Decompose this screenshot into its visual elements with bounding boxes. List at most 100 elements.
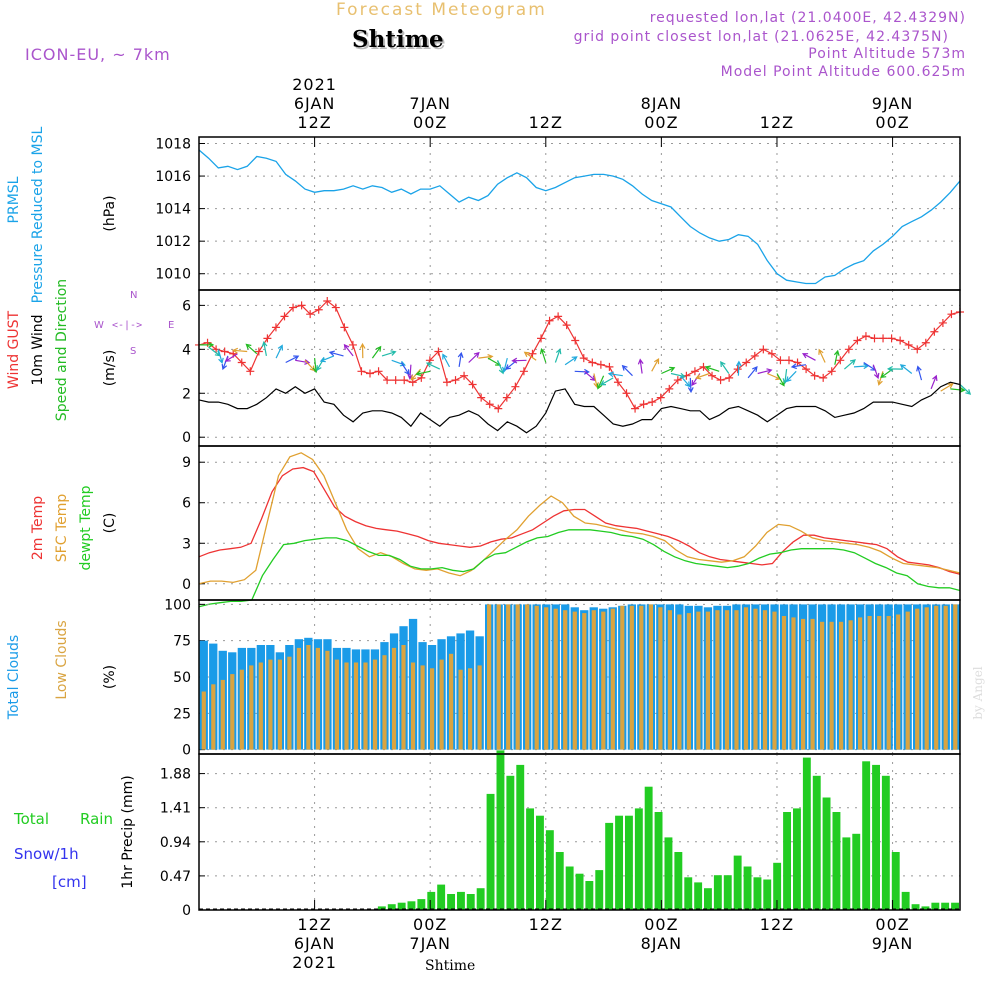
gust-marker [485, 400, 494, 409]
wind-direction-arrow [381, 350, 397, 357]
bottom-time-label: 2021 [292, 953, 337, 972]
gust-marker [802, 365, 811, 374]
low-cloud-bar [211, 684, 216, 750]
wind-direction-arrow [343, 343, 354, 357]
gust-marker [631, 404, 640, 413]
low-cloud-bar [410, 662, 416, 750]
gust-marker [588, 358, 597, 367]
gust-marker [938, 318, 947, 327]
rain-bar [783, 812, 791, 910]
low-cloud-bar [743, 607, 749, 750]
rain-bar [605, 822, 614, 910]
gust-marker [511, 382, 520, 391]
rain-bar [516, 764, 525, 910]
rain-bar [407, 901, 416, 910]
top-time-label: 9JAN [872, 94, 914, 113]
low-cloud-bar [344, 662, 349, 750]
gust-marker [477, 393, 486, 402]
low-cloud-bar [762, 610, 768, 750]
rain-bar [437, 884, 446, 910]
wind-direction-arrow [415, 370, 431, 377]
wind-direction-arrow [818, 348, 826, 363]
wind-direction-arrow [523, 351, 537, 361]
wind-direction-arrow [502, 357, 508, 373]
series-line-10m-wind [198, 381, 961, 434]
wind-direction-arrow [661, 366, 676, 375]
wind-direction-arrow [596, 375, 605, 390]
footer-location: Shtime [425, 958, 476, 974]
ytick-label: 1018 [155, 137, 191, 153]
top-time-label: 7JAN [409, 94, 451, 113]
bottom-time-label: 8JAN [641, 934, 683, 953]
wind-direction-arrow [757, 368, 773, 375]
gust-marker [383, 376, 392, 385]
wind-direction-arrow [554, 348, 562, 363]
low-cloud-bar [820, 621, 825, 750]
rain-bar [753, 877, 762, 910]
series-line-prmsl [198, 149, 961, 285]
low-cloud-bar [477, 665, 482, 750]
low-cloud-bar [905, 611, 910, 750]
gust-marker [648, 398, 657, 407]
rain-bar [723, 875, 732, 910]
gust-marker [323, 296, 332, 305]
gust-marker [904, 340, 913, 349]
low-cloud-bar [677, 614, 682, 750]
wind-direction-arrow [371, 345, 382, 359]
rain-bar [674, 852, 683, 910]
rain-bar [694, 882, 703, 910]
top-time-label: 8JAN [641, 94, 683, 113]
low-cloud-bar [372, 659, 378, 750]
bottom-time-label: 7JAN [409, 934, 451, 953]
rain-bar [417, 899, 426, 910]
wind-direction-arrow [245, 343, 258, 355]
low-cloud-bar [953, 604, 958, 750]
low-cloud-bar [430, 668, 435, 750]
bottom-time-label: 12Z [529, 915, 563, 934]
wind-direction-arrow [940, 383, 954, 392]
low-cloud-bar [639, 605, 644, 750]
wind-direction-arrow [790, 363, 806, 370]
ytick-label: 0 [182, 577, 191, 593]
low-cloud-bar [553, 608, 558, 750]
low-cloud-bar [306, 645, 311, 750]
gust-marker [374, 367, 383, 376]
low-cloud-bar [487, 604, 492, 750]
grid-point-coords: grid point closest lon,lat (21.0625E, 42… [573, 29, 949, 45]
rain-bar [377, 906, 386, 910]
panel-pressure: 1010 1012 1014 1016 1018 (hPa) PRMSL Pressure R… [6, 126, 961, 303]
series-line-dewpt-temp [198, 529, 961, 608]
wind-direction-arrow [899, 364, 913, 374]
low-cloud-bar [334, 659, 339, 750]
gust-marker [391, 376, 400, 385]
wind-direction-arrow [275, 344, 283, 359]
rain-bar [565, 866, 574, 910]
gust-marker [784, 356, 793, 365]
wind-direction-arrow [425, 362, 441, 370]
gust-marker [348, 340, 357, 349]
low-cloud-bar [534, 605, 539, 750]
wind-direction-arrow [680, 375, 691, 388]
low-cloud-bar [934, 605, 939, 750]
wind-direction-arrow [199, 341, 215, 348]
wind-direction-arrow [442, 353, 451, 368]
gust-marker [331, 303, 340, 312]
gust-marker [314, 305, 323, 314]
rain-bar [793, 808, 801, 910]
forecast-title: Forecast Meteogram [336, 0, 547, 20]
gust-marker [263, 334, 272, 343]
wind-direction-arrow [261, 340, 268, 357]
low-cloud-bar [858, 617, 863, 750]
gust-marker [451, 376, 460, 385]
gust-marker [528, 349, 537, 358]
rain-bar [496, 750, 505, 910]
gust-marker [545, 316, 554, 325]
low-cloud-bar [506, 604, 511, 750]
panel-label: dewpt Temp [78, 485, 94, 570]
panel-label: Wind GUST [6, 310, 22, 389]
low-cloud-bar [724, 610, 730, 750]
panel-label: Speed and Direction [54, 279, 70, 421]
gust-marker [716, 376, 725, 385]
low-cloud-bar [801, 618, 806, 750]
